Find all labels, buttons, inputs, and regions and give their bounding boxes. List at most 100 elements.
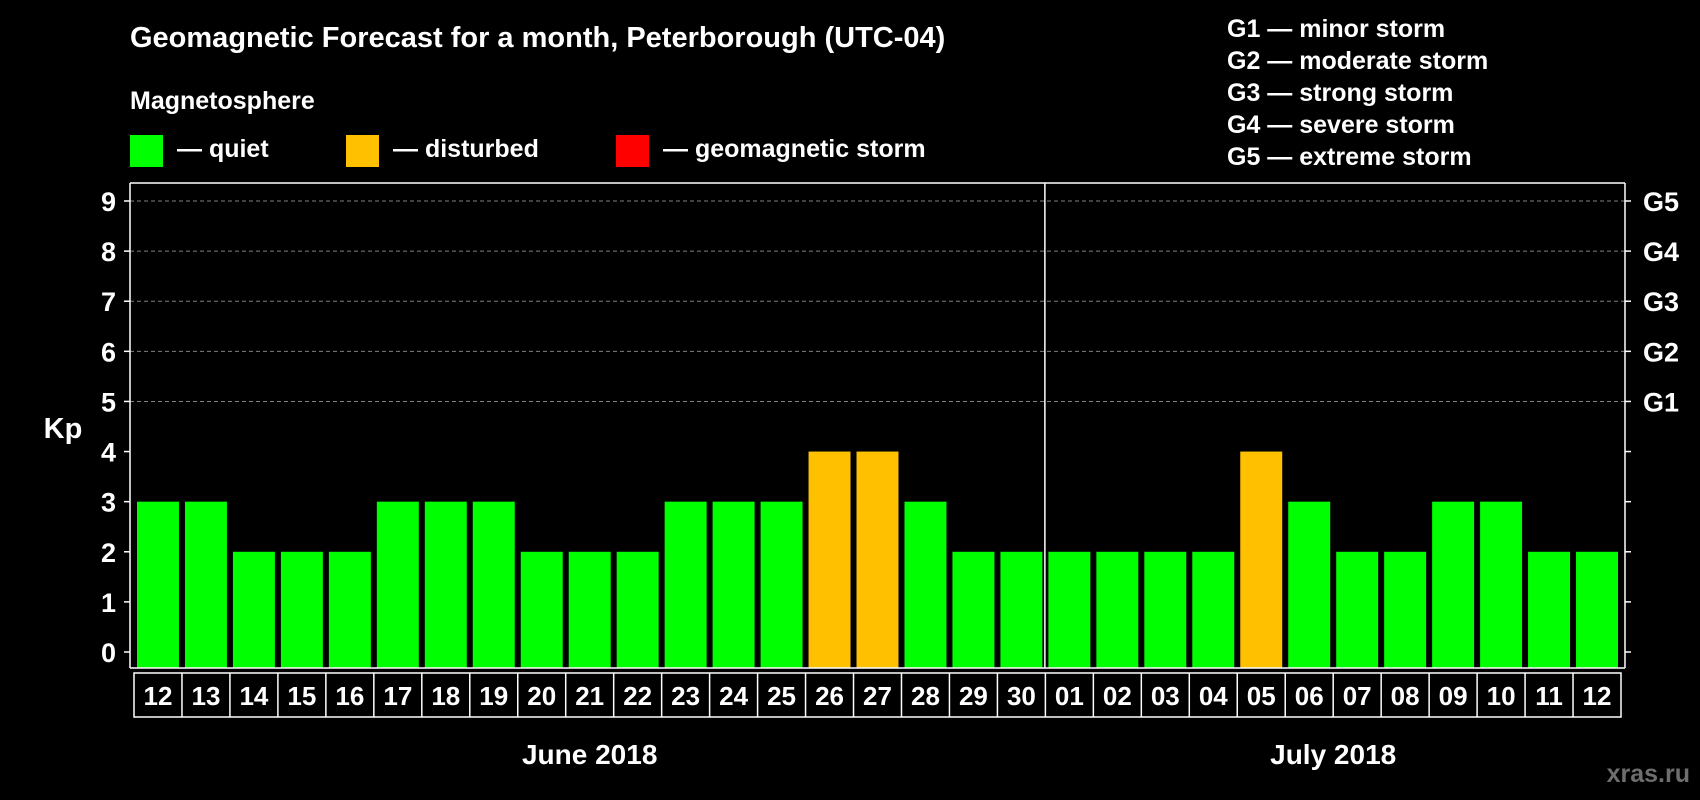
chart-title: Geomagnetic Forecast for a month, Peterb… xyxy=(130,22,945,54)
kp-bar xyxy=(760,501,803,668)
day-label: 12 xyxy=(144,681,173,711)
day-label: 16 xyxy=(335,681,364,711)
day-label: 21 xyxy=(575,681,604,711)
kp-bar xyxy=(280,551,323,668)
day-label: 01 xyxy=(1055,681,1084,711)
storm-scale-item: G5 — extreme storm xyxy=(1227,143,1472,171)
day-label: 13 xyxy=(191,681,220,711)
day-label: 23 xyxy=(671,681,700,711)
y-tick-label: 6 xyxy=(101,337,116,367)
day-label: 09 xyxy=(1439,681,1468,711)
day-label: 18 xyxy=(431,681,460,711)
kp-bar xyxy=(1384,551,1427,668)
right-axis-ticks: G1 G2 G3 G4 G5 xyxy=(1643,187,1679,417)
kp-bar xyxy=(232,551,275,668)
day-label: 08 xyxy=(1391,681,1420,711)
y-tick-label: 8 xyxy=(101,237,116,267)
y-tick-label: 5 xyxy=(101,387,116,417)
day-label: 12 xyxy=(1583,681,1612,711)
kp-bar xyxy=(472,501,515,668)
month-label: June 2018 xyxy=(522,739,657,770)
day-label: 04 xyxy=(1199,681,1228,711)
day-label: 22 xyxy=(623,681,652,711)
bars-group xyxy=(137,451,1618,668)
axes-group xyxy=(129,182,1626,669)
y-tick-label: 9 xyxy=(101,187,116,217)
day-label: 15 xyxy=(287,681,316,711)
g-level-label: G5 xyxy=(1643,187,1679,217)
kp-bar xyxy=(1528,551,1571,668)
y-tick-label: 1 xyxy=(101,588,116,618)
kp-bar xyxy=(376,501,419,668)
legend-label-2: — geomagnetic storm xyxy=(663,135,926,163)
day-label: 28 xyxy=(911,681,940,711)
legend-title: Magnetosphere xyxy=(130,87,315,115)
legend-label-0: — quiet xyxy=(177,135,269,163)
x-axis-month-labels: June 2018 July 2018 xyxy=(522,739,1396,770)
day-label: 05 xyxy=(1247,681,1276,711)
storm-scale-item: G4 — severe storm xyxy=(1227,111,1455,139)
kp-bar xyxy=(1480,501,1523,668)
kp-bar xyxy=(1144,551,1187,668)
day-label: 29 xyxy=(959,681,988,711)
day-label-strip xyxy=(133,672,1622,718)
y-tick-label: 7 xyxy=(101,287,116,317)
storm-scale-item: G2 — moderate storm xyxy=(1227,47,1488,75)
storm-scale-list: G1 — minor storm G2 — moderate storm G3 — … xyxy=(1227,15,1488,171)
y-tick-label: 4 xyxy=(101,438,116,468)
day-label: 25 xyxy=(767,681,796,711)
g-level-label: G3 xyxy=(1643,287,1679,317)
kp-bar xyxy=(1096,551,1139,668)
g-level-label: G2 xyxy=(1643,337,1679,367)
y-axis-label: Kp xyxy=(44,413,83,445)
kp-bar xyxy=(1288,501,1331,668)
kp-bar xyxy=(712,501,755,668)
kp-bar xyxy=(328,551,371,668)
kp-bar xyxy=(1432,501,1475,668)
kp-bar xyxy=(424,501,467,668)
day-label: 02 xyxy=(1103,681,1132,711)
day-label: 17 xyxy=(383,681,412,711)
kp-bar xyxy=(568,551,611,668)
day-label: 07 xyxy=(1343,681,1372,711)
day-label: 14 xyxy=(239,681,268,711)
kp-bar xyxy=(1240,451,1283,668)
kp-bar xyxy=(184,501,227,668)
y-tick-label: 3 xyxy=(101,488,116,518)
x-axis-day-labels: 12 13 14 15 16 17 18 19 20 21 22 23 24 25 26 27 28 29 30 01… xyxy=(133,672,1622,718)
y-tick-label: 2 xyxy=(101,538,116,568)
legend-swatch-2 xyxy=(616,135,649,167)
day-label: 20 xyxy=(527,681,556,711)
day-label: 19 xyxy=(479,681,508,711)
kp-bar xyxy=(616,551,659,668)
storm-scale-item: G1 — minor storm xyxy=(1227,15,1445,43)
legend-label-1: — disturbed xyxy=(393,135,539,163)
kp-bar xyxy=(520,551,563,668)
kp-bar xyxy=(137,501,179,668)
y-tick-label: 0 xyxy=(101,638,116,668)
day-label: 27 xyxy=(863,681,892,711)
kp-bar xyxy=(1048,551,1091,668)
legend-swatch-0 xyxy=(130,135,163,167)
kp-bar xyxy=(856,451,899,668)
day-label: 24 xyxy=(719,681,748,711)
y-axis-ticks: 0 1 2 3 4 5 6 7 8 9 xyxy=(101,187,1631,668)
g-level-label: G1 xyxy=(1643,387,1679,417)
kp-bar xyxy=(952,551,995,668)
storm-scale-item: G3 — strong storm xyxy=(1227,79,1453,107)
month-label: July 2018 xyxy=(1270,739,1396,770)
kp-bar xyxy=(1336,551,1379,668)
kp-bar xyxy=(664,501,707,668)
watermark: xras.ru xyxy=(1607,760,1690,788)
day-label: 10 xyxy=(1487,681,1516,711)
day-label: 11 xyxy=(1535,681,1563,711)
kp-bar xyxy=(1000,551,1043,668)
kp-bar xyxy=(1576,551,1618,668)
day-label: 06 xyxy=(1295,681,1324,711)
day-label: 26 xyxy=(815,681,844,711)
kp-bar xyxy=(1192,551,1235,668)
kp-bar xyxy=(808,451,851,668)
g-level-label: G4 xyxy=(1643,237,1679,267)
legend-swatch-1 xyxy=(346,135,379,167)
